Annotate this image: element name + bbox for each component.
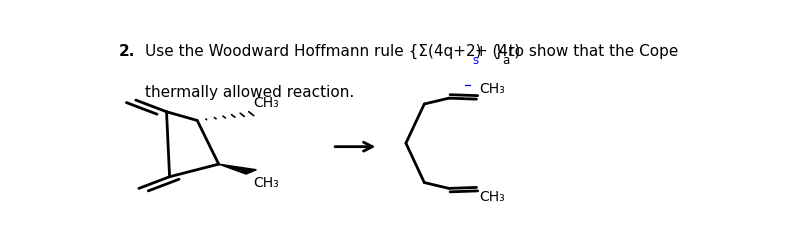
Text: CH₃: CH₃ — [253, 96, 280, 110]
Text: thermally allowed reaction.: thermally allowed reaction. — [145, 85, 354, 100]
Text: s: s — [472, 54, 478, 68]
Text: 2.: 2. — [119, 44, 135, 59]
Text: a: a — [502, 54, 509, 68]
Polygon shape — [219, 164, 257, 174]
Text: CH₃: CH₃ — [479, 82, 505, 96]
Text: CH₃: CH₃ — [253, 176, 280, 190]
Text: + (4r): + (4r) — [470, 44, 520, 59]
Text: Use the Woodward Hoffmann rule {Σ(4q+2): Use the Woodward Hoffmann rule {Σ(4q+2) — [145, 44, 482, 59]
Text: } to show that the Cope: } to show that the Cope — [493, 44, 678, 59]
Text: CH₃: CH₃ — [479, 190, 505, 204]
